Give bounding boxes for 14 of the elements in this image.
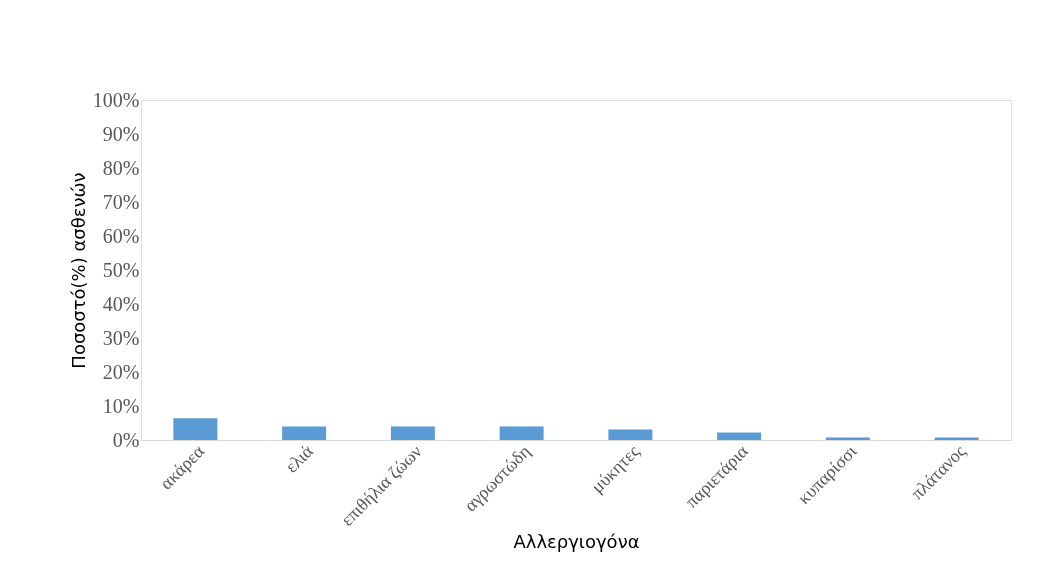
y-tick-label: 50% — [102, 258, 140, 281]
y-tick-label: 20% — [102, 360, 140, 383]
y-axis-title: Ποσοστό(%) ασθενών — [67, 172, 89, 369]
x-axis-title: Αλλεργιογόνα — [513, 530, 640, 552]
y-tick-label: 70% — [102, 190, 140, 213]
x-tick-label: ελιά — [281, 440, 318, 477]
y-tick-label: 60% — [102, 224, 140, 247]
y-tick-label: 0% — [112, 428, 140, 451]
y-tick-label: 10% — [102, 394, 140, 417]
y-tick-label: 90% — [102, 122, 140, 145]
y-tick-label: 80% — [102, 156, 140, 179]
y-tick-label: 40% — [102, 292, 140, 315]
y-tick-label: 30% — [102, 326, 140, 349]
y-tick-label: 100% — [92, 88, 140, 111]
